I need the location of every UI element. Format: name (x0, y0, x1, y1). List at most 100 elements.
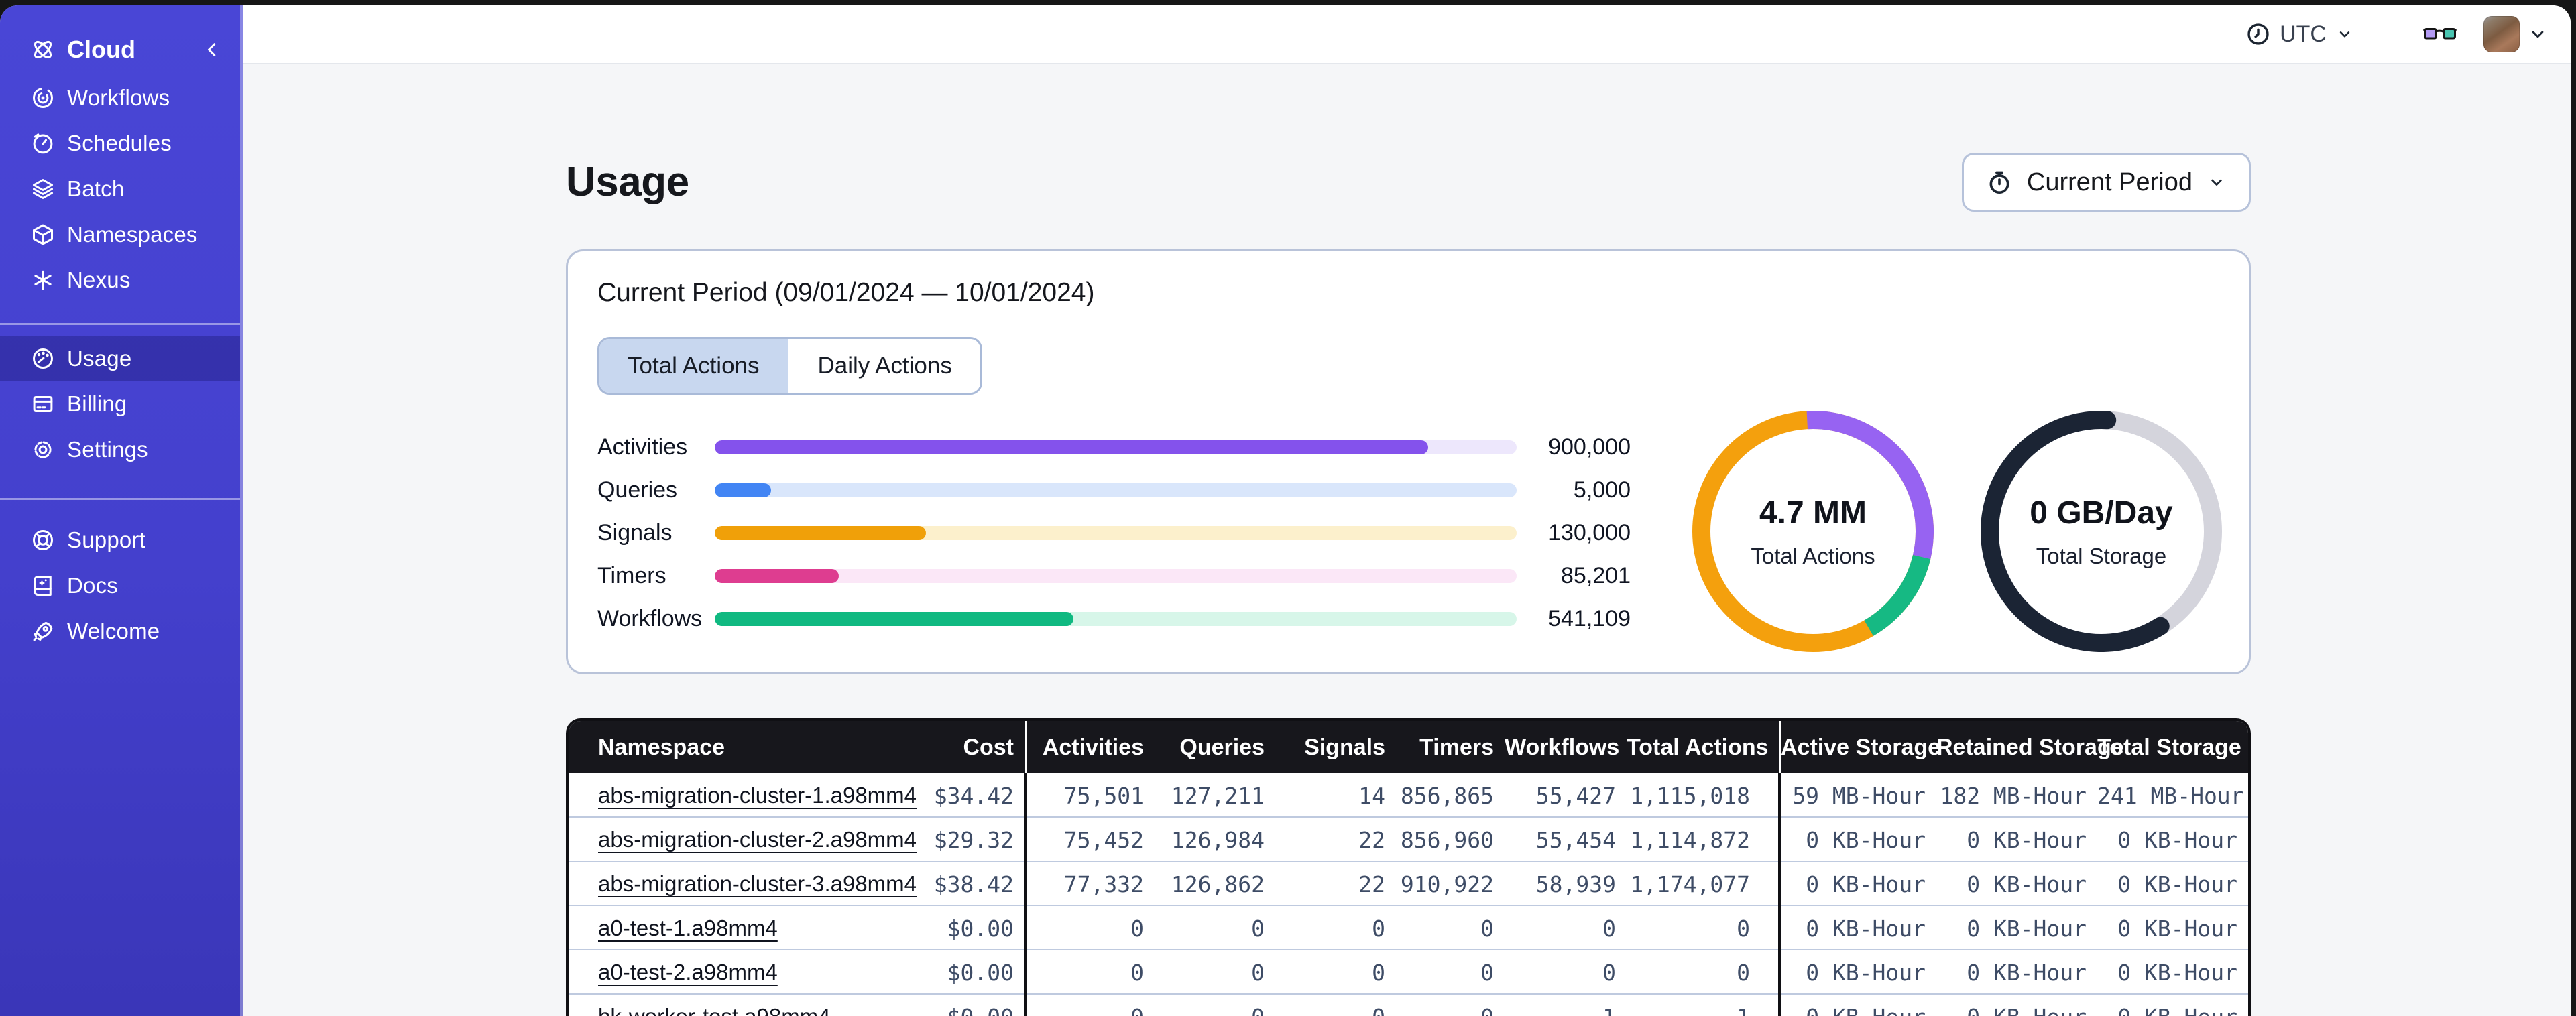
total-actions-cell: 1,115,018 (1630, 782, 1750, 809)
column-header-namespace[interactable]: Namespace (598, 734, 725, 760)
column-header-total-storage[interactable]: Total Storage (2097, 734, 2241, 760)
sidebar-item-nexus[interactable]: Nexus (0, 257, 240, 303)
namespace-link[interactable]: a0-test-2.a98mm4 (598, 960, 778, 985)
collapse-sidebar-icon[interactable] (200, 38, 220, 62)
namespace-link[interactable]: abs-migration-cluster-3.a98mm4 (598, 871, 917, 896)
glasses-icon[interactable] (2423, 25, 2457, 43)
column-header-workflows[interactable]: Workflows (1505, 734, 1620, 760)
sidebar-item-label: Welcome (67, 619, 160, 643)
signals-cell: 22 (1358, 871, 1385, 897)
bar-row-workflows: Workflows 541,109 (597, 597, 1631, 640)
activities-cell: 75,452 (1063, 826, 1144, 853)
namespace-link[interactable]: abs-migration-cluster-2.a98mm4 (598, 827, 917, 852)
column-group-divider (1778, 862, 1781, 906)
activities-cell: 75,501 (1063, 782, 1144, 809)
retained-storage-cell: 0 KB-Hour (1967, 915, 2087, 942)
workflows-cell: 55,454 (1535, 826, 1616, 853)
actions-tabs: Total Actions Daily Actions (597, 337, 982, 395)
bar-value: 5,000 (1573, 477, 1631, 503)
column-header-queries[interactable]: Queries (1179, 734, 1265, 760)
clock-icon (2247, 23, 2269, 45)
column-group-divider (1024, 950, 1027, 995)
bar-fill (715, 525, 926, 540)
main-column: UTC Usage C (243, 5, 2571, 1016)
column-group-divider (1778, 995, 1781, 1016)
cost-cell: $0.00 (947, 915, 1014, 942)
tab-daily-actions[interactable]: Daily Actions (787, 339, 980, 393)
sidebar-item-workflows[interactable]: Workflows (0, 75, 240, 121)
bar-track (715, 525, 1517, 540)
active-storage-cell: 0 KB-Hour (1781, 1004, 1936, 1016)
timers-cell: 0 (1480, 959, 1494, 986)
active-storage-cell: 0 KB-Hour (1806, 959, 1926, 986)
cost-cell: $34.42 (933, 782, 1014, 809)
bar-value: 130,000 (1548, 519, 1631, 546)
temporal-logo-icon (31, 38, 55, 62)
queries-cell: 0 (1251, 915, 1265, 942)
active-storage-cell: 0 KB-Hour (1806, 915, 1926, 942)
retained-storage-cell: 0 KB-Hour (1967, 871, 2087, 897)
sidebar-item-namespaces[interactable]: Namespaces (0, 212, 240, 257)
total-storage-cell: 0 KB-Hour (2117, 959, 2237, 986)
namespace-usage-table: Namespace Cost Activities Queries Signal… (566, 718, 2251, 1016)
workflows-icon (31, 86, 55, 110)
workflows-cell: 1 (1505, 1004, 1627, 1016)
chevron-down-icon (2211, 179, 2222, 186)
sidebar-item-schedules[interactable]: Schedules (0, 121, 240, 166)
sidebar-item-label: Nexus (67, 267, 131, 292)
timezone-selector[interactable]: UTC (2246, 21, 2353, 48)
page-title: Usage (566, 159, 689, 205)
column-header-signals[interactable]: Signals (1304, 734, 1385, 760)
cost-cell: $0.00 (947, 959, 1014, 986)
column-header-cost[interactable]: Cost (963, 734, 1014, 760)
column-header-activities[interactable]: Activities (1042, 734, 1144, 760)
page-content: Usage Current Period Current Period (09/… (243, 64, 2571, 1016)
queries-cell: 0 (1155, 1004, 1275, 1016)
column-header-retained-storage[interactable]: Retained Storage (1936, 734, 2124, 760)
namespace-link[interactable]: abs-migration-cluster-1.a98mm4 (598, 783, 917, 808)
account-chevron-down-icon[interactable] (2528, 24, 2548, 44)
signals-cell: 0 (1275, 1004, 1396, 1016)
sidebar-item-label: Namespaces (67, 222, 198, 247)
retained-storage-cell: 0 KB-Hour (1936, 1004, 2097, 1016)
sidebar-item-welcome[interactable]: Welcome (0, 609, 240, 654)
period-selector-button[interactable]: Current Period (1961, 153, 2251, 212)
sidebar-item-label: Batch (67, 176, 125, 201)
bar-fill (715, 483, 771, 497)
timers-cell: 910,922 (1400, 871, 1494, 897)
bar-fill (715, 440, 1429, 454)
batch-layers-icon (31, 177, 55, 201)
namespace-link[interactable]: a0-test-1.a98mm4 (598, 915, 778, 940)
current-period-card: Current Period (09/01/2024 — 10/01/2024)… (566, 249, 2251, 674)
bar-value: 900,000 (1548, 434, 1631, 460)
queries-cell: 0 (1251, 959, 1265, 986)
active-storage-cell: 0 KB-Hour (1806, 871, 1926, 897)
sidebar-item-usage[interactable]: Usage (0, 336, 240, 381)
total-storage-cell: 0 KB-Hour (2097, 1004, 2248, 1016)
user-avatar[interactable] (2483, 16, 2520, 52)
total-storage-cell: 241 MB-Hour (2097, 782, 2244, 809)
usage-gauge-icon (31, 346, 55, 371)
sidebar-item-batch[interactable]: Batch (0, 166, 240, 212)
sidebar-item-label: Settings (67, 437, 148, 462)
tab-total-actions[interactable]: Total Actions (599, 339, 788, 393)
sidebar-item-billing[interactable]: Billing (0, 381, 240, 427)
column-group-divider (1778, 950, 1781, 995)
sidebar-item-settings[interactable]: Settings (0, 427, 240, 472)
column-group-divider (1024, 818, 1027, 862)
activities-cell: 77,332 (1063, 871, 1144, 897)
column-group-divider (1778, 721, 1781, 773)
bar-track (715, 611, 1517, 626)
column-header-total-actions[interactable]: Total Actions (1627, 734, 1769, 760)
column-header-timers[interactable]: Timers (1419, 734, 1494, 760)
bar-value: 541,109 (1548, 605, 1631, 631)
column-group-divider (1024, 721, 1027, 773)
namespace-link[interactable]: bk-worker-test.a98mm4 (598, 1004, 831, 1016)
sidebar-item-docs[interactable]: Docs (0, 563, 240, 609)
column-header-active-storage[interactable]: Active Storage (1781, 734, 1941, 760)
bar-label: Signals (597, 519, 672, 546)
bar-row-activities: Activities 900,000 (597, 426, 1631, 468)
workflows-cell: 0 (1602, 915, 1616, 942)
sidebar-item-support[interactable]: Support (0, 517, 240, 563)
sidebar-account-nav: Usage Billing Settings (0, 336, 240, 472)
